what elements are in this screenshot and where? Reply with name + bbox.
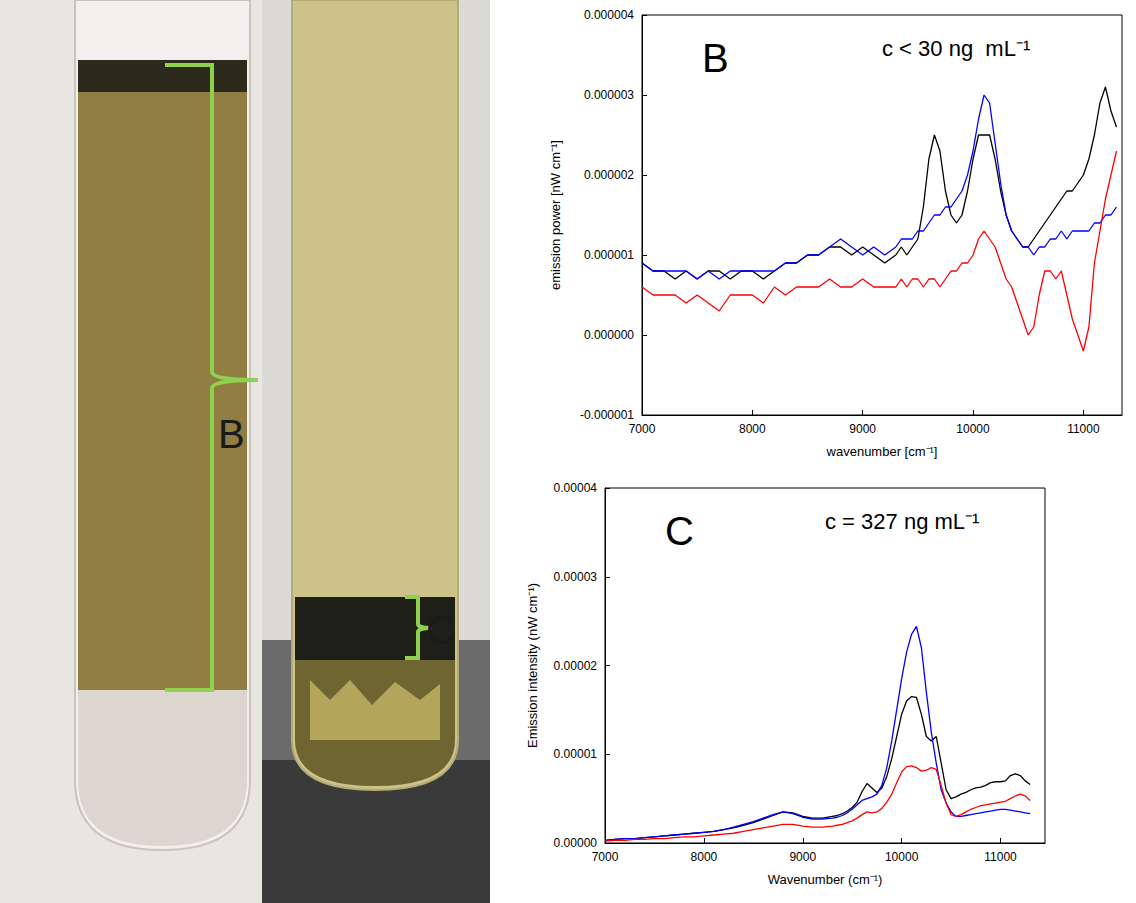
svg-text:0.00001: 0.00001 xyxy=(554,747,598,761)
svg-text:0.00000: 0.00000 xyxy=(554,836,598,850)
svg-text:7000: 7000 xyxy=(629,422,656,436)
svg-text:Emission intensity (nW cm⁻¹): Emission intensity (nW cm⁻¹) xyxy=(525,583,540,748)
svg-text:0.000003: 0.000003 xyxy=(584,88,634,102)
svg-text:9000: 9000 xyxy=(789,850,816,864)
svg-text:9000: 9000 xyxy=(849,422,876,436)
svg-text:10000: 10000 xyxy=(885,850,919,864)
svg-text:8000: 8000 xyxy=(739,422,766,436)
svg-text:0.000004: 0.000004 xyxy=(584,8,634,22)
svg-text:0.00004: 0.00004 xyxy=(554,481,598,495)
svg-text:0.00003: 0.00003 xyxy=(554,570,598,584)
svg-text:0.000001: 0.000001 xyxy=(584,248,634,262)
svg-text:C: C xyxy=(665,509,694,553)
svg-text:emission power [nW cm⁻¹]: emission power [nW cm⁻¹] xyxy=(548,140,563,290)
svg-text:Wavenumber (cm⁻¹): Wavenumber (cm⁻¹) xyxy=(768,872,883,887)
svg-text:0.000002: 0.000002 xyxy=(584,168,634,182)
svg-text:B: B xyxy=(702,36,729,80)
svg-text:11000: 11000 xyxy=(1067,422,1100,436)
svg-text:c < 30 ng mL⁻¹: c < 30 ng mL⁻¹ xyxy=(882,36,1030,61)
svg-text:C: C xyxy=(426,608,455,652)
svg-text:11000: 11000 xyxy=(984,850,1017,864)
svg-text:0.000000: 0.000000 xyxy=(584,328,634,342)
svg-text:B: B xyxy=(218,412,245,456)
svg-text:10000: 10000 xyxy=(956,422,990,436)
svg-text:c = 327 ng mL⁻¹: c = 327 ng mL⁻¹ xyxy=(825,509,979,534)
svg-text:0.00002: 0.00002 xyxy=(554,659,598,673)
svg-text:8000: 8000 xyxy=(691,850,718,864)
svg-text:7000: 7000 xyxy=(592,850,619,864)
svg-text:wavenumber [cm⁻¹]: wavenumber [cm⁻¹] xyxy=(826,444,938,459)
svg-text:-0.000001: -0.000001 xyxy=(580,408,634,422)
